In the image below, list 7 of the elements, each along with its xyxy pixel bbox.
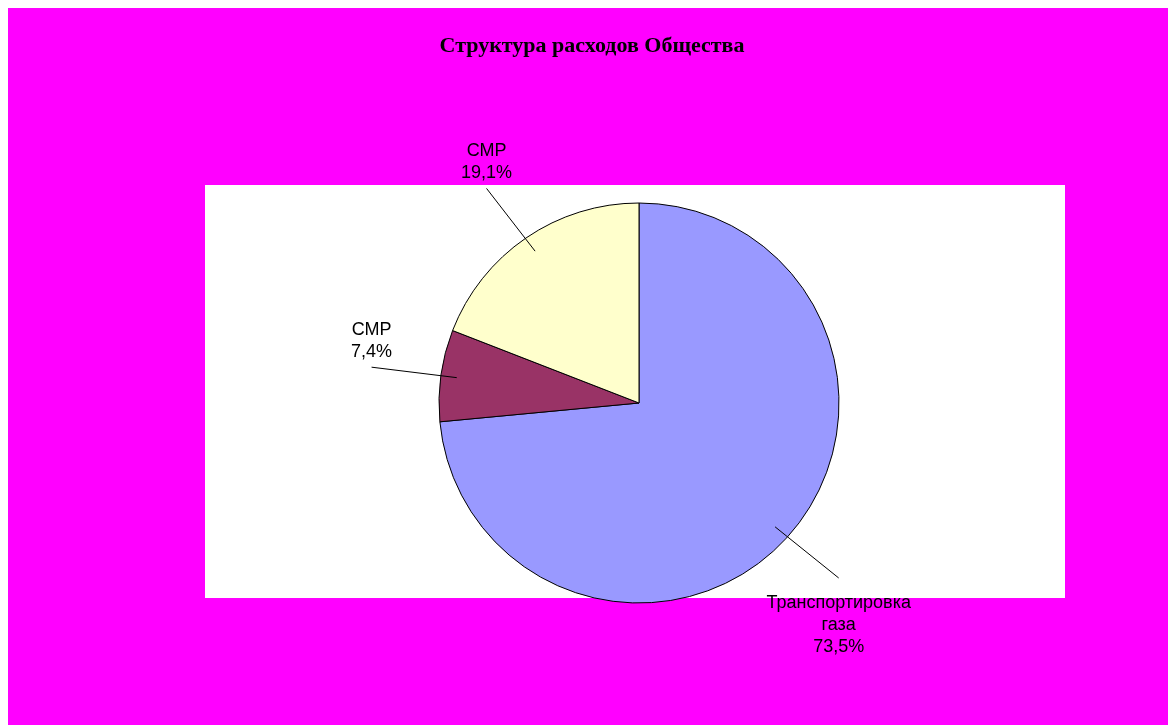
slice-label: СМР [466, 140, 507, 161]
data-label: 19,1% [461, 162, 513, 183]
data-label: 73,5% [813, 635, 865, 656]
slice-label: Транспортировка газа [766, 591, 912, 634]
data-label: 7,4% [351, 341, 393, 362]
chart-title: Структура расходов Общества [438, 32, 746, 58]
slice-label: СМР [351, 319, 392, 340]
